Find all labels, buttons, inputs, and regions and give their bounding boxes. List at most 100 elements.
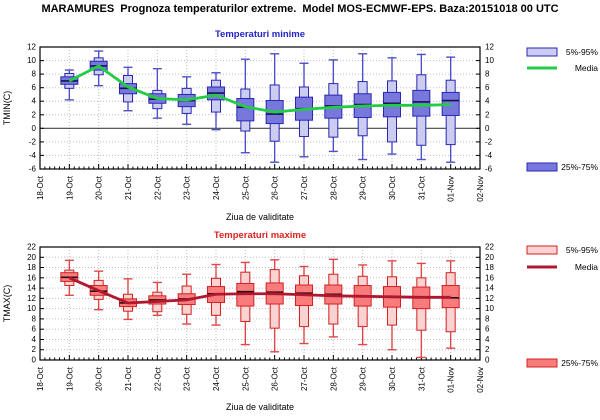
x-axis-label: Ziua de validitate <box>226 402 294 412</box>
x-tick-label: 01-Nov <box>447 367 456 393</box>
y-tick-label-left: 2 <box>32 110 37 119</box>
box-19-Oct <box>60 259 79 296</box>
y-tick-label-left: 10 <box>27 304 36 313</box>
tmin-boxplot-chart: -6 -6 -4 -4 -2 -2 0 0 2 2 4 4 6 6 8 8 10 10 12 12 18-Oct 19-O… <box>2 29 599 220</box>
box-30-Oct <box>383 260 401 351</box>
y-tick-label-left: 18 <box>27 263 36 272</box>
x-tick-label: 18-Oct <box>36 175 45 200</box>
box-01-Nov <box>441 260 460 349</box>
chart-title: Temperaturi minime <box>215 29 305 40</box>
y-tick-label-left: 0 <box>32 124 37 133</box>
y-tick-label-left: -6 <box>29 165 37 174</box>
legend-item: 25%-75% <box>526 162 598 172</box>
box-26-Oct <box>265 53 284 163</box>
x-tick-label: 31-Oct <box>417 366 426 391</box>
y-tick-label-right: 6 <box>485 325 490 334</box>
box-29-Oct <box>353 264 372 346</box>
x-tick-label: 29-Oct <box>359 175 368 200</box>
y-tick-label-right: 2 <box>485 110 490 119</box>
legend-label: Media <box>575 262 598 272</box>
legend-item: 5%-95% <box>526 47 599 57</box>
y-tick-label-right: -6 <box>485 165 493 174</box>
x-tick-label: 01-Nov <box>447 176 456 202</box>
box-26-Oct <box>265 259 284 353</box>
y-tick-label-left: 14 <box>27 284 36 293</box>
y-tick-label-left: 6 <box>32 83 37 92</box>
legend-swatch-box <box>526 245 558 255</box>
legend-label: 25%-75% <box>561 162 598 172</box>
y-tick-label-right: 0 <box>485 356 490 365</box>
y-tick-label-left: 8 <box>32 70 37 79</box>
x-tick-label: 26-Oct <box>271 175 280 200</box>
y-tick-label-left: 0 <box>32 356 37 365</box>
y-tick-label-right: 4 <box>485 335 490 344</box>
y-tick-label-right: 18 <box>485 263 494 272</box>
y-tick-label-right: 16 <box>485 273 494 282</box>
y-tick-label-right: 14 <box>485 284 494 293</box>
x-tick-label: 22-Oct <box>153 366 162 391</box>
media-line <box>68 64 451 114</box>
y-tick-label-right: -4 <box>485 151 493 160</box>
x-tick-label: 23-Oct <box>183 366 192 391</box>
box-01-Nov <box>441 56 460 163</box>
x-tick-label: 26-Oct <box>271 366 280 391</box>
y-tick-label-left: -4 <box>29 151 37 160</box>
y-tick-label-right: 20 <box>485 253 494 262</box>
box-19-Oct <box>60 69 79 101</box>
legend-label: 25%-75% <box>561 358 598 368</box>
legend-item: 5%-95% <box>526 245 598 255</box>
box-22-Oct <box>148 281 167 317</box>
legend-item: Media <box>527 63 598 73</box>
box-24-Oct <box>207 72 225 131</box>
legend-label: Media <box>575 63 598 73</box>
y-tick-label-right: 10 <box>485 304 494 313</box>
y-tick-label-left: 8 <box>32 314 37 323</box>
x-tick-label: 25-Oct <box>241 366 250 391</box>
x-tick-label: 30-Oct <box>388 175 397 200</box>
chart-title: Temperaturi maxime <box>214 230 306 241</box>
box-22-Oct <box>148 67 167 119</box>
legend-swatch-box <box>526 162 558 172</box>
x-tick-label: 24-Oct <box>212 175 221 200</box>
x-tick-label: 28-Oct <box>329 175 338 200</box>
legend-item: Media <box>527 262 598 272</box>
x-tick-label: 02-Nov <box>476 176 485 202</box>
box-28-Oct <box>324 258 343 338</box>
page-title: MARAMURES Prognoza temperaturilor extrem… <box>41 3 559 15</box>
x-tick-label: 25-Oct <box>241 175 250 200</box>
legend-label: 5%-95% <box>566 47 599 57</box>
x-axis-label: Ziua de validitate <box>226 212 294 220</box>
x-tick-label: 28-Oct <box>329 366 338 391</box>
y-tick-label-right: 0 <box>485 124 490 133</box>
x-tick-label: 19-Oct <box>65 175 74 200</box>
plot-frame <box>39 46 481 170</box>
y-tick-label-left: 22 <box>27 243 36 252</box>
x-tick-label: 24-Oct <box>212 366 221 391</box>
x-tick-label: 02-Nov <box>476 367 485 393</box>
box-25-Oct <box>236 261 255 346</box>
x-tick-label: 23-Oct <box>183 175 192 200</box>
y-tick-label-left: 10 <box>27 56 36 65</box>
box-31-Oct <box>412 53 431 161</box>
y-tick-label-left: 16 <box>27 273 36 282</box>
plot-frame <box>39 246 481 361</box>
y-tick-label-right: 10 <box>485 56 494 65</box>
x-tick-label: 18-Oct <box>36 366 45 391</box>
x-tick-label: 29-Oct <box>359 366 368 391</box>
y-tick-label-right: 22 <box>485 243 494 252</box>
legend-swatch-box <box>526 47 558 57</box>
x-tick-label: 30-Oct <box>388 366 397 391</box>
box-28-Oct <box>324 59 343 153</box>
x-tick-label: 19-Oct <box>65 366 74 391</box>
y-tick-label-right: 8 <box>485 314 490 323</box>
y-tick-label-left: 2 <box>32 345 37 354</box>
y-axis-label: TMIN(C) <box>2 91 12 126</box>
y-tick-label-right: -2 <box>485 137 493 146</box>
x-tick-label: 27-Oct <box>300 366 309 391</box>
x-tick-label: 21-Oct <box>124 366 133 391</box>
legend-item: 25%-75% <box>526 358 598 368</box>
x-tick-label: 20-Oct <box>95 175 104 200</box>
x-tick-label: 22-Oct <box>153 175 162 200</box>
y-tick-label-right: 4 <box>485 97 490 106</box>
